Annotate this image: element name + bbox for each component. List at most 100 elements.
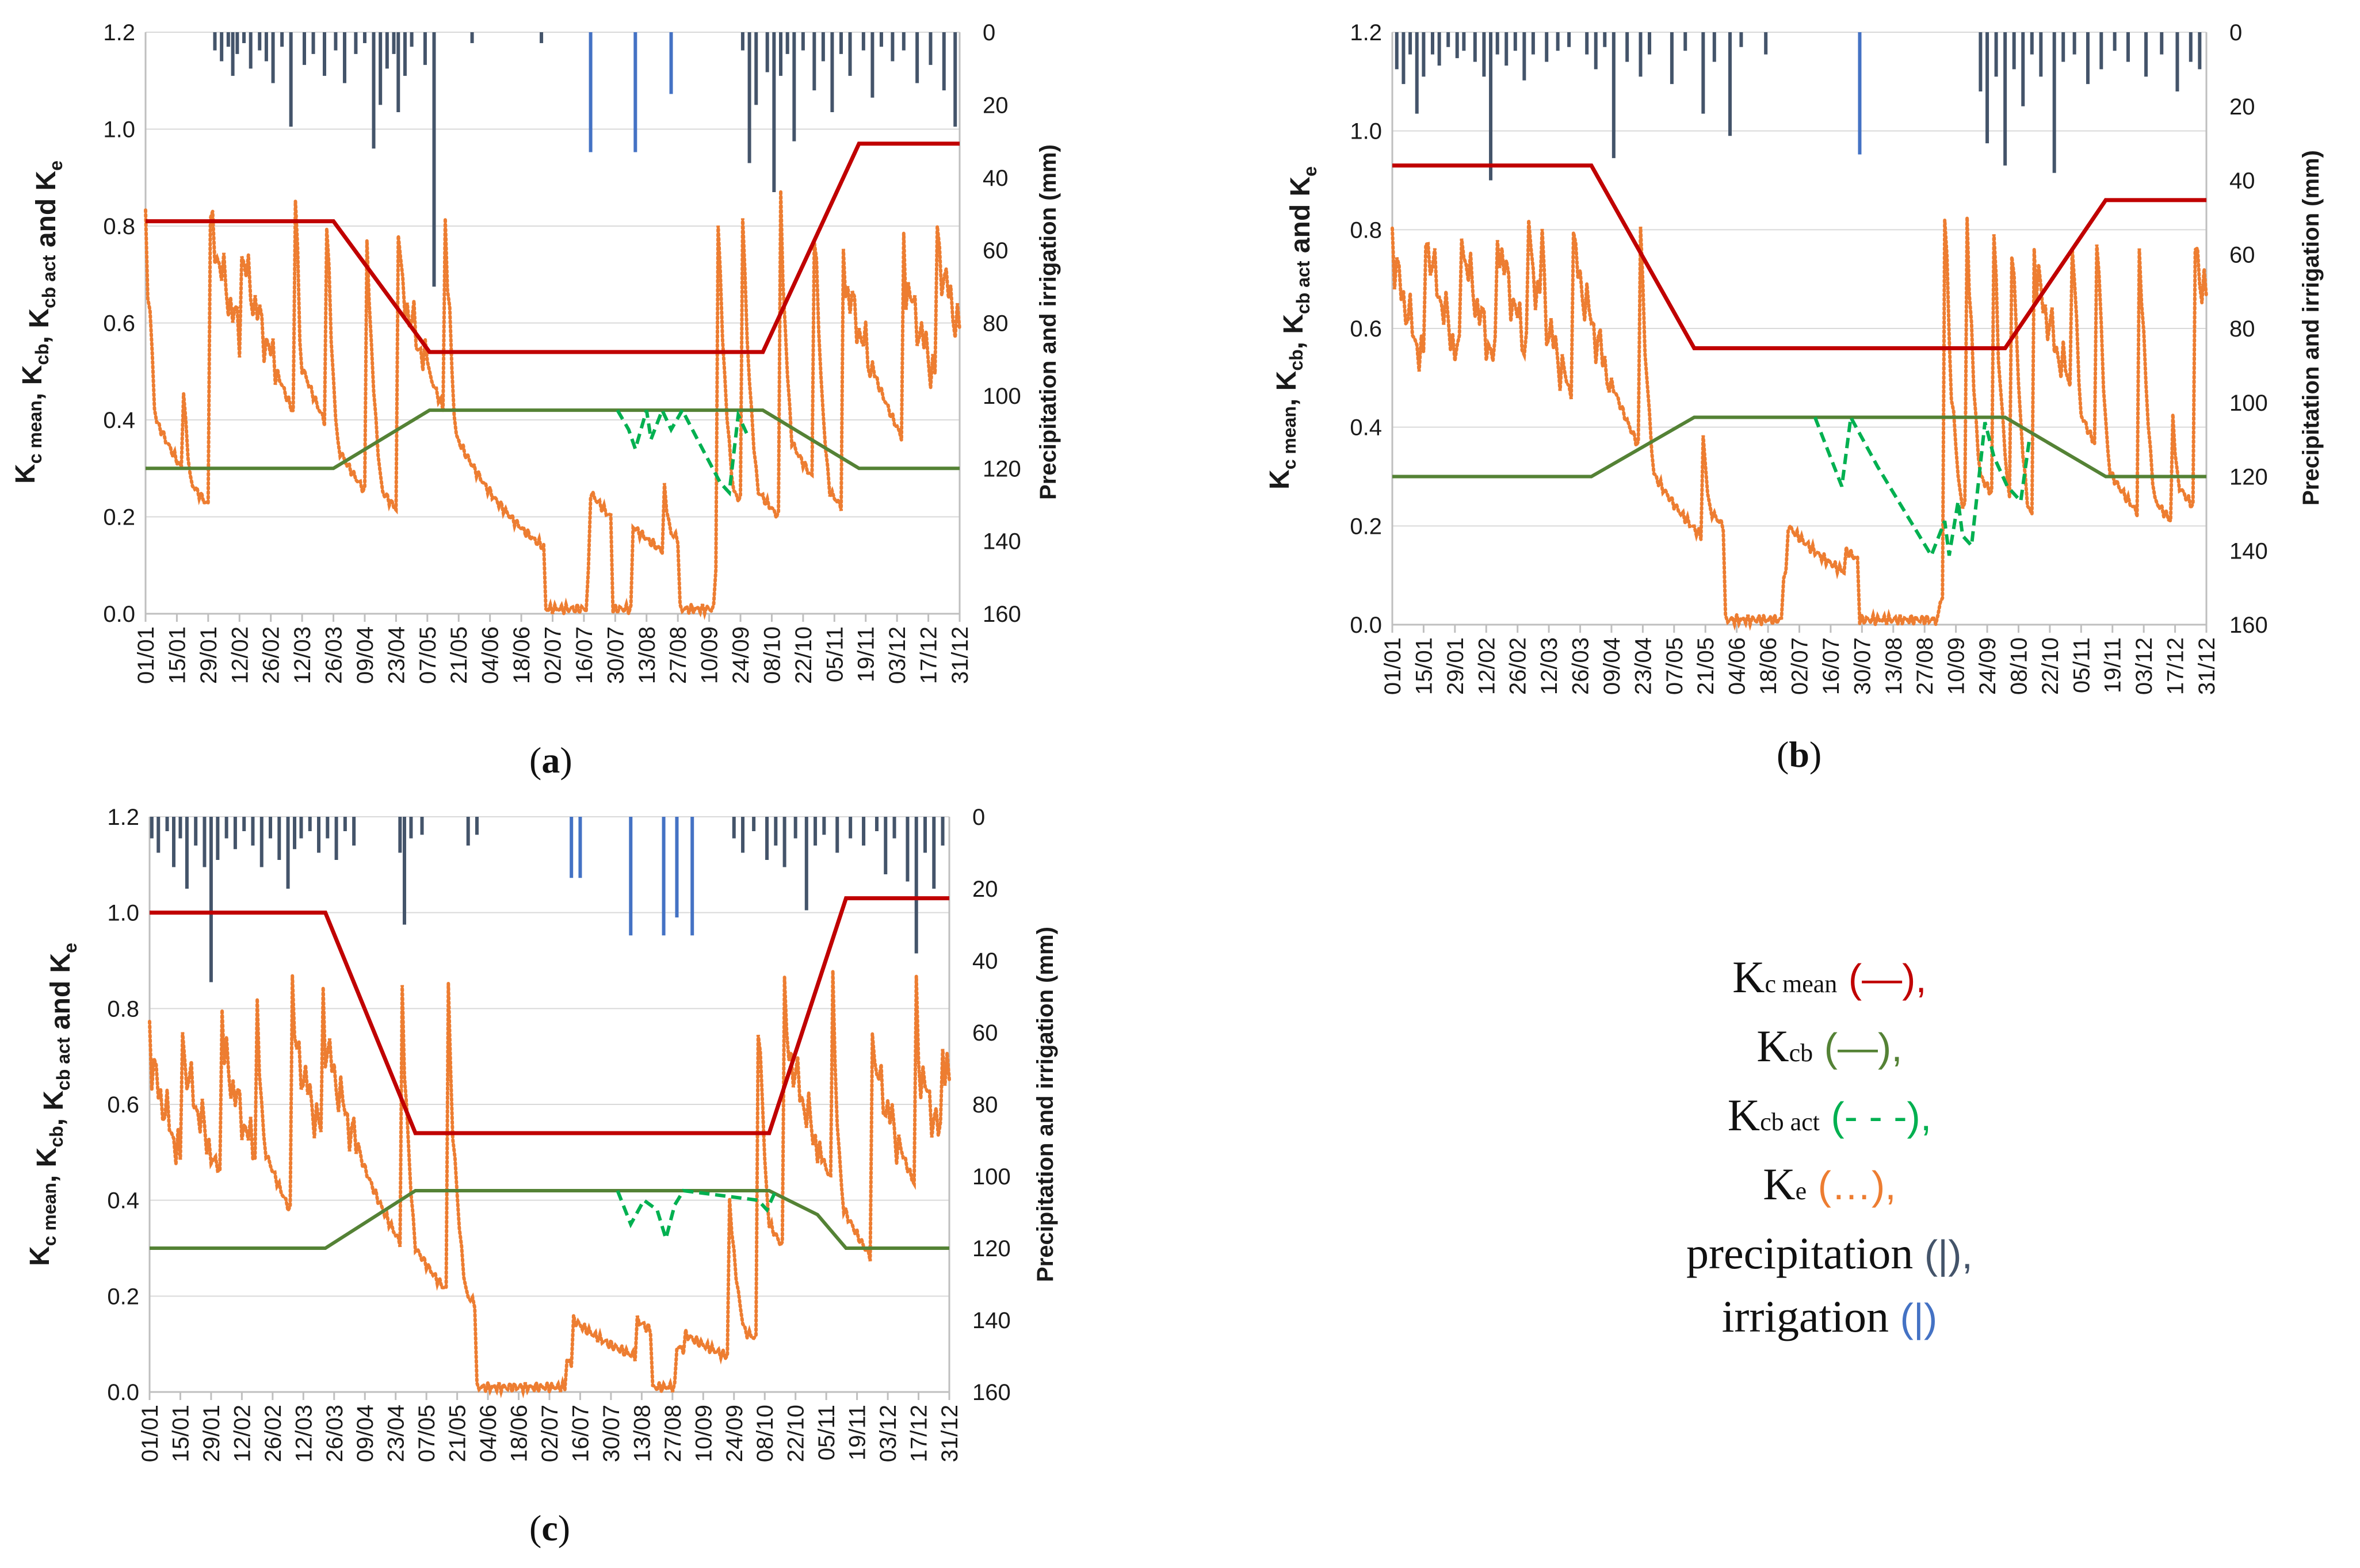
y-tick-label: 0.0	[1350, 613, 1382, 638]
x-tick-label: 10/09	[691, 1405, 716, 1462]
y2-tick-label: 80	[972, 1092, 998, 1118]
x-tick-label: 09/04	[1599, 637, 1625, 695]
panel-letter-c: c	[541, 1508, 558, 1548]
x-tick-label: 02/07	[537, 1405, 563, 1462]
x-tick-label: 03/12	[876, 1405, 901, 1462]
y2-tick-label: 100	[972, 1164, 1011, 1190]
x-tick-label: 26/03	[322, 1405, 347, 1462]
x-tick-label: 24/09	[1975, 637, 2000, 695]
x-tick-label: 18/06	[507, 1405, 532, 1462]
x-tick-label: 01/01	[138, 1405, 163, 1462]
y2-tick-label: 20	[972, 877, 998, 902]
x-tick-label: 23/04	[384, 626, 409, 684]
y2-tick-label: 160	[972, 1380, 1011, 1405]
y-tick-label: 1.0	[1350, 119, 1382, 144]
x-tick-label: 08/10	[753, 1405, 778, 1462]
x-tick-label: 12/02	[1474, 637, 1499, 695]
legend-kcb-act: Kcb act (- - -),	[1727, 1090, 1932, 1140]
y2-tick-label: 60	[2229, 242, 2255, 267]
x-tick-label: 26/02	[1506, 637, 1531, 695]
legend: Kc mean (—), Kcb (—), Kcb act (- - -), K…	[1525, 946, 2134, 1349]
y2-tick-label: 140	[983, 529, 1021, 554]
y2-tick-label: 120	[983, 456, 1021, 481]
y2-tick-label: 0	[983, 20, 995, 45]
y-tick-label: 0.4	[1350, 415, 1382, 441]
y-tick-label: 0.8	[107, 996, 139, 1022]
x-tick-label: 10/09	[697, 626, 723, 684]
x-tick-label: 03/12	[885, 626, 910, 684]
ke-line	[1391, 217, 2208, 632]
x-tick-label: 21/05	[445, 1405, 471, 1462]
panel-label-a: (a)	[529, 740, 572, 781]
y-tick-label: 0.2	[103, 505, 135, 530]
y-tick-label: 0.6	[1350, 316, 1382, 342]
x-tick-label: 16/07	[1819, 637, 1844, 695]
y2-tick-label: 20	[983, 93, 1009, 118]
y-tick-label: 0.8	[1350, 217, 1382, 243]
ke-legend-symbol: (…),	[1817, 1163, 1896, 1208]
kc-mean-line	[1392, 163, 2206, 350]
y-axis-title: Kc mean, Kcb, Kcb act and Ke	[10, 160, 66, 484]
x-tick-label: 30/07	[1850, 637, 1875, 695]
y-axis-title: Kc mean, Kcb, Kcb act and Ke	[1265, 166, 1320, 489]
irrig-legend-symbol: (|)	[1900, 1295, 1938, 1340]
x-tick-label: 13/08	[629, 1405, 655, 1462]
x-tick-label: 16/07	[572, 626, 597, 684]
y-tick-label: 0.0	[107, 1380, 139, 1405]
x-tick-label: 05/11	[2069, 637, 2094, 693]
legend-irrigation: irrigation (|)	[1721, 1291, 1938, 1341]
x-tick-label: 07/05	[1662, 637, 1687, 695]
y2-tick-label: 100	[983, 384, 1021, 409]
x-tick-label: 29/01	[199, 1405, 224, 1462]
panel-letter-a: a	[541, 740, 560, 781]
chart-panel-b: 0.0 0.2 0.4 0.6 0.8 1.0 1.2 160 140 120 100 80 60 40 2…	[1265, 20, 2324, 695]
ke-line	[148, 970, 951, 1399]
kcb-act-line	[616, 1188, 778, 1245]
x-tick-label: 13/08	[635, 626, 660, 684]
x-tick-label: 26/03	[322, 626, 347, 684]
x-tick-label: 17/12	[2163, 637, 2189, 695]
y2-tick-label: 20	[2229, 94, 2255, 120]
legend-ke: Ke (…),	[1763, 1159, 1896, 1209]
x-tick-label: 03/12	[2132, 637, 2157, 695]
y-tick-label: 1.2	[1350, 20, 1382, 45]
y2-tick-label: 100	[2229, 391, 2268, 416]
x-tick-label: 01/01	[1380, 637, 1406, 695]
x-tick-label: 27/08	[660, 1405, 686, 1462]
y2-axis-title: Precipitation and irrigation (mm)	[1036, 144, 1061, 500]
x-tick-label: 15/01	[1411, 637, 1437, 695]
x-tick-label: 02/07	[1788, 637, 1813, 695]
x-tick-label: 26/03	[1568, 637, 1594, 695]
y-tick-label: 0.4	[107, 1188, 139, 1214]
y-tick-label: 0.2	[107, 1284, 139, 1309]
y-tick-label: 1.0	[103, 117, 135, 143]
panel-label-b: (b)	[1777, 734, 1822, 775]
x-tick-label: 27/08	[1912, 637, 1938, 695]
kcb-line	[150, 1189, 949, 1250]
kc-mean-line	[146, 141, 960, 354]
x-tick-label: 24/09	[728, 626, 754, 684]
y2-tick-label: 140	[2229, 538, 2268, 564]
kcb-act-line	[616, 406, 749, 497]
y2-tick-label: 40	[2229, 169, 2255, 194]
x-tick-label: 21/05	[446, 626, 472, 684]
y-tick-label: 1.2	[103, 20, 135, 45]
x-tick-label: 27/08	[666, 626, 691, 684]
x-tick-label: 12/02	[230, 1405, 255, 1462]
x-tick-label: 09/04	[353, 626, 378, 684]
kcb-line	[1392, 415, 2206, 479]
x-tick-label: 05/11	[814, 1405, 839, 1460]
x-tick-label: 31/12	[948, 626, 973, 684]
kcb-line	[146, 408, 960, 471]
x-tick-label: 08/10	[759, 626, 785, 684]
kcb-legend-symbol: (—),	[1824, 1025, 1903, 1070]
chart-panel-a: 0.0 0.2 0.4 0.6 0.8 1.0 1.2 160 140 120 100 80 60 40 2…	[10, 20, 1061, 684]
chart-panel-c: 0.0 0.2 0.4 0.6 0.8 1.0 1.2 160 140 120 100 80 60 40 2…	[25, 805, 1058, 1462]
y-tick-label: 0.4	[103, 408, 135, 433]
kcb-act-legend-symbol: (- - -),	[1831, 1094, 1932, 1139]
y2-tick-label: 40	[972, 949, 998, 974]
kc-mean-line	[150, 896, 949, 1135]
x-tick-label: 12/03	[1537, 637, 1562, 695]
y2-tick-label: 80	[2229, 316, 2255, 342]
